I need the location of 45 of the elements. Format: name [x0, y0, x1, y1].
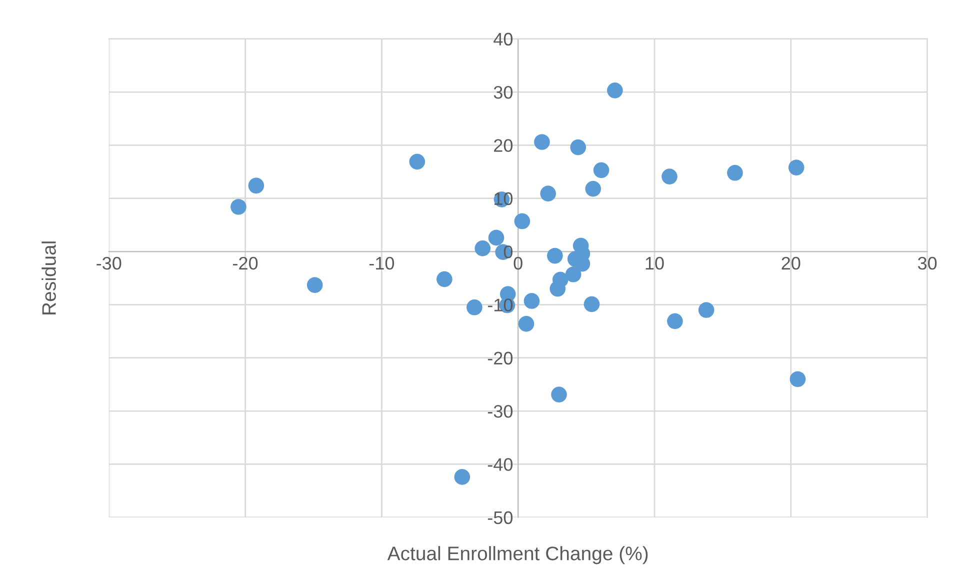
point — [466, 299, 482, 316]
x-tick-label: -30 — [96, 256, 122, 270]
y-tick-label: -30 — [488, 404, 513, 418]
x-tick-label: 30 — [918, 256, 937, 270]
point — [518, 316, 534, 332]
point — [409, 154, 426, 170]
point — [514, 213, 530, 230]
point — [584, 296, 600, 312]
y-tick-label: 30 — [494, 86, 513, 99]
y-tick-label: 40 — [494, 32, 513, 46]
point — [607, 82, 623, 98]
point — [540, 186, 556, 202]
x-tick-label: -20 — [233, 256, 258, 270]
point — [593, 162, 610, 178]
point — [474, 240, 491, 256]
point — [547, 248, 563, 264]
point — [534, 134, 550, 150]
point — [570, 139, 586, 156]
point — [565, 266, 582, 282]
point — [551, 386, 567, 402]
y-tick-label: -50 — [488, 511, 513, 524]
point — [230, 198, 246, 215]
point — [248, 178, 264, 194]
x-tick-label: 10 — [646, 256, 664, 270]
point — [662, 168, 678, 184]
point — [488, 230, 504, 246]
y-tick-label: 20 — [494, 139, 513, 152]
point — [727, 164, 743, 181]
point — [585, 180, 602, 197]
x-tick-label: 0 — [514, 256, 522, 270]
x-axis-title: Actual Enrollment Change (%) — [387, 546, 648, 564]
x-tick-label: -10 — [369, 256, 394, 270]
x-tick-label: 20 — [782, 256, 800, 270]
point — [788, 160, 804, 176]
point — [550, 280, 566, 297]
point — [524, 293, 540, 309]
point — [306, 277, 323, 293]
point — [790, 371, 806, 388]
y-tick-label: -40 — [488, 458, 513, 471]
y-axis-title: Residual — [42, 242, 56, 314]
point — [698, 302, 714, 318]
point — [454, 469, 470, 485]
point — [667, 313, 683, 330]
point — [436, 271, 452, 288]
y-tick-label: -20 — [488, 352, 513, 365]
